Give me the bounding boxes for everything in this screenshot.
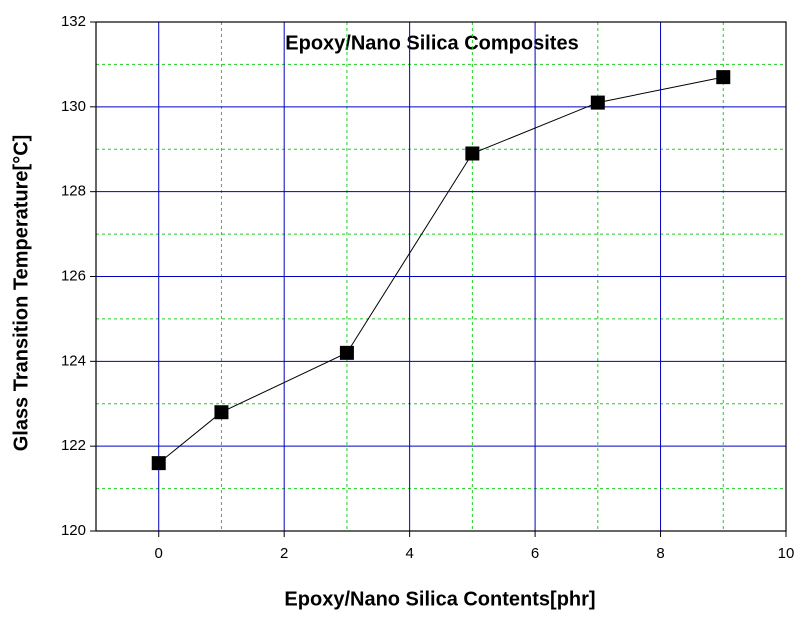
y-tick-label: 126 (61, 267, 86, 284)
data-point (716, 70, 731, 85)
x-tick-label: 4 (405, 545, 413, 562)
y-tick-label: 120 (61, 522, 86, 539)
plot-frame (95, 21, 787, 532)
x-axis-label: Epoxy/Nano Silica Contents[phr] (284, 588, 595, 610)
y-tick-label: 132 (61, 13, 86, 30)
x-tick-label: 10 (778, 545, 795, 562)
x-tick-label: 6 (531, 545, 539, 562)
data-point (590, 95, 605, 110)
x-tick-label: 0 (155, 545, 163, 562)
y-tick-label: 122 (61, 437, 86, 454)
chart-title: Epoxy/Nano Silica Composites (285, 32, 578, 54)
data-point (151, 456, 166, 471)
data-point (339, 345, 354, 360)
y-tick-label: 130 (61, 98, 86, 115)
x-tick-label: 2 (280, 545, 288, 562)
data-point (465, 146, 480, 161)
y-tick-label: 124 (61, 352, 86, 369)
x-tick-label: 8 (656, 545, 664, 562)
data-point (214, 405, 229, 420)
y-tick-label: 128 (61, 183, 86, 200)
y-axis-label: Glass Transition Temperature[°C] (10, 135, 32, 452)
data-line (158, 76, 724, 464)
